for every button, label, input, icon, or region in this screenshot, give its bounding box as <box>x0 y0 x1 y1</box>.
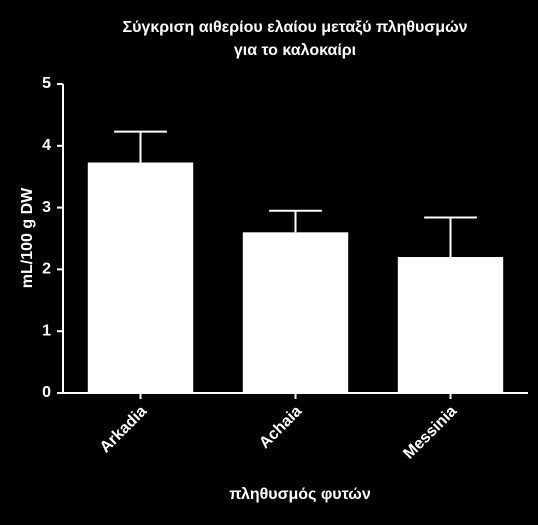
bar <box>87 162 194 393</box>
y-axis-label: mL/100 g DW <box>19 187 36 288</box>
y-tick-label: 2 <box>42 261 51 278</box>
y-tick-label: 3 <box>42 199 51 216</box>
x-axis-label: πληθυσμός φυτών <box>229 486 371 503</box>
y-tick-label: 0 <box>42 384 51 401</box>
chart-title: για το καλοκαίρι <box>234 42 356 59</box>
error-bar <box>424 216 477 258</box>
bar <box>242 232 349 393</box>
y-tick-label: 5 <box>42 75 51 92</box>
x-tick-label: Messinia <box>400 403 460 463</box>
y-tick-label: 4 <box>42 137 51 154</box>
chart-title: Σύγκριση αιθερίου ελαίου μεταξύ πληθυσμώ… <box>123 19 468 36</box>
x-tick-label: Arkadia <box>97 403 151 457</box>
error-bar <box>269 209 322 233</box>
bar <box>397 257 504 393</box>
error-bar <box>114 130 167 163</box>
y-tick-label: 1 <box>42 322 51 339</box>
x-tick-label: Achaia <box>256 403 305 452</box>
